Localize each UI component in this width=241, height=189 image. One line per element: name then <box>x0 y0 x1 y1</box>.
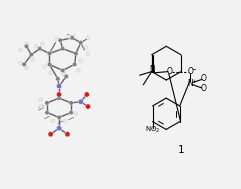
Circle shape <box>58 30 62 34</box>
Circle shape <box>58 38 62 43</box>
Circle shape <box>19 61 22 65</box>
Circle shape <box>57 115 61 120</box>
Circle shape <box>40 42 44 46</box>
Circle shape <box>39 97 43 101</box>
Circle shape <box>73 62 77 67</box>
Circle shape <box>22 62 26 67</box>
Circle shape <box>79 59 83 63</box>
Circle shape <box>56 125 62 131</box>
Circle shape <box>57 96 61 100</box>
Circle shape <box>39 105 43 108</box>
Circle shape <box>24 44 29 48</box>
Circle shape <box>60 68 65 73</box>
Circle shape <box>47 62 52 67</box>
Circle shape <box>72 32 75 36</box>
Circle shape <box>64 74 68 79</box>
Circle shape <box>85 104 91 109</box>
Circle shape <box>86 52 90 55</box>
Circle shape <box>51 119 55 123</box>
Text: O: O <box>187 67 193 76</box>
Circle shape <box>69 110 73 115</box>
Text: +: + <box>191 79 196 84</box>
Circle shape <box>45 101 49 105</box>
Circle shape <box>78 99 83 104</box>
Circle shape <box>19 48 22 52</box>
Circle shape <box>60 46 65 51</box>
Text: NO$_2$: NO$_2$ <box>145 125 160 135</box>
Circle shape <box>43 65 47 69</box>
Circle shape <box>49 71 53 75</box>
Circle shape <box>69 101 73 105</box>
Circle shape <box>25 66 28 70</box>
Circle shape <box>84 46 87 50</box>
Circle shape <box>56 77 60 81</box>
Circle shape <box>56 92 62 97</box>
Circle shape <box>47 51 52 56</box>
Circle shape <box>38 46 42 51</box>
Circle shape <box>56 83 62 89</box>
Circle shape <box>62 72 66 76</box>
Text: N: N <box>149 65 154 74</box>
Circle shape <box>76 68 80 72</box>
Text: O: O <box>201 74 207 83</box>
Circle shape <box>48 132 53 137</box>
Circle shape <box>29 53 33 57</box>
Circle shape <box>55 37 59 41</box>
Text: 1: 1 <box>177 145 184 155</box>
Circle shape <box>65 132 70 137</box>
Text: O: O <box>201 84 207 93</box>
Circle shape <box>70 36 74 40</box>
Circle shape <box>84 92 89 97</box>
Text: −: − <box>191 67 195 71</box>
Circle shape <box>79 40 83 45</box>
Circle shape <box>34 44 38 48</box>
Circle shape <box>67 35 71 39</box>
Text: N: N <box>187 79 193 88</box>
Circle shape <box>74 51 78 56</box>
Text: O: O <box>167 67 173 76</box>
Circle shape <box>31 58 34 61</box>
Circle shape <box>45 110 49 115</box>
Circle shape <box>74 112 78 116</box>
Circle shape <box>86 36 90 40</box>
Circle shape <box>63 119 67 123</box>
Circle shape <box>25 42 28 46</box>
